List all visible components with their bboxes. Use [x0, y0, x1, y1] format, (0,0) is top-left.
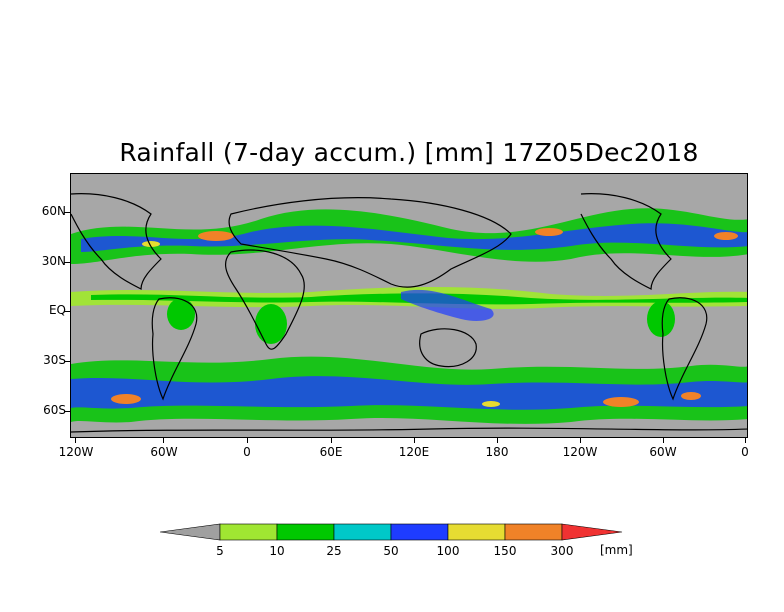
southern-storm-track — [71, 356, 747, 424]
colorbar-label: 50 — [383, 544, 399, 558]
lon-label: 120W — [58, 445, 94, 459]
colorbar-segment — [219, 523, 278, 541]
lon-label: 60E — [319, 445, 343, 459]
lat-label-30n: 30N — [41, 254, 66, 268]
colorbar-label: 150 — [493, 544, 517, 558]
lon-tick — [414, 437, 415, 443]
lon-label: 0 — [741, 445, 749, 459]
colorbar-segment — [504, 523, 563, 541]
lon-label: 60W — [649, 445, 677, 459]
lat-label-30s: 30S — [43, 353, 66, 367]
lat-label-60n: 60N — [41, 204, 66, 218]
colorbar-segment-above — [561, 523, 623, 541]
lon-label: 120W — [562, 445, 598, 459]
rainfall-map-canvas — [71, 174, 747, 437]
lat-tick — [64, 262, 70, 263]
coastlines — [71, 193, 747, 433]
lon-tick — [163, 437, 164, 443]
colorbar-segment — [390, 523, 449, 541]
lon-tick — [247, 437, 248, 443]
colorbar-label: 25 — [326, 544, 342, 558]
lat-tick — [64, 411, 70, 412]
colorbar-label: 5 — [216, 544, 224, 558]
lon-label: 120E — [398, 445, 430, 459]
lon-tick — [580, 437, 581, 443]
colorbar-label: 100 — [436, 544, 460, 558]
lat-tick — [64, 212, 70, 213]
lon-tick — [331, 437, 332, 443]
lon-label: 0 — [243, 445, 251, 459]
itcz-band — [71, 287, 747, 344]
lon-label: 180 — [485, 445, 509, 459]
lat-label-eq: EQ — [48, 303, 66, 317]
colorbar-segment — [447, 523, 506, 541]
colorbar-segment-below — [160, 523, 221, 541]
lon-tick — [663, 437, 664, 443]
colorbar-unit: [mm] — [600, 543, 633, 557]
map-title: Rainfall (7-day accum.) [mm] 17Z05Dec201… — [119, 138, 699, 167]
lon-tick — [497, 437, 498, 443]
rainfall-map — [70, 173, 748, 438]
lat-tick — [64, 361, 70, 362]
colorbar-segment — [276, 523, 335, 541]
lat-tick — [64, 311, 70, 312]
colorbar — [160, 523, 623, 541]
lon-label: 60W — [150, 445, 178, 459]
colorbar-segment — [333, 523, 392, 541]
colorbar-label: 10 — [269, 544, 285, 558]
colorbar-label: 300 — [550, 544, 574, 558]
lat-label-60s: 60S — [43, 403, 66, 417]
lon-tick — [745, 437, 746, 443]
lon-tick — [75, 437, 76, 443]
